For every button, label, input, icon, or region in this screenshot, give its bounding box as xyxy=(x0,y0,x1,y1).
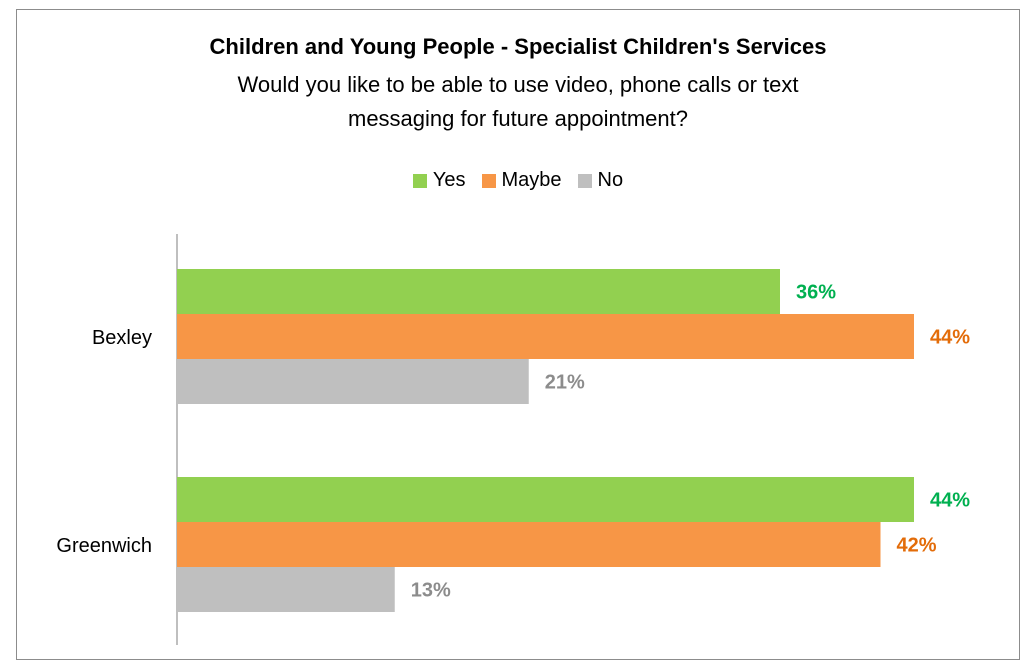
chart-title: Children and Young People - Specialist C… xyxy=(209,34,827,59)
chart-subtitle-line2: messaging for future appointment? xyxy=(348,106,688,131)
category-label-bexley: Bexley xyxy=(92,327,152,349)
bar-bexley-yes xyxy=(177,269,780,314)
legend-label-no: No xyxy=(597,169,624,191)
bar-greenwich-maybe xyxy=(177,522,881,567)
data-label-greenwich-no: 13% xyxy=(411,580,451,602)
bar-bexley-maybe xyxy=(177,314,914,359)
chart-legend: Yes Maybe No xyxy=(0,169,1036,192)
legend-item-maybe: Maybe xyxy=(481,169,562,192)
legend-label-yes: Yes xyxy=(432,169,466,191)
bar-greenwich-no xyxy=(177,567,395,612)
data-label-bexley-yes: 36% xyxy=(796,282,836,304)
data-label-greenwich-yes: 44% xyxy=(930,490,970,512)
legend-item-yes: Yes xyxy=(412,169,466,192)
legend-item-no: No xyxy=(577,169,624,192)
chart-subtitle-line1: Would you like to be able to use video, … xyxy=(237,72,799,97)
legend-swatch-no xyxy=(577,173,592,188)
bar-greenwich-yes xyxy=(177,477,914,522)
data-label-greenwich-maybe: 42% xyxy=(897,535,937,557)
bar-bexley-no xyxy=(177,359,529,404)
legend-label-maybe: Maybe xyxy=(501,169,562,191)
data-label-bexley-maybe: 44% xyxy=(930,327,970,349)
data-label-bexley-no: 21% xyxy=(545,372,585,394)
legend-swatch-yes xyxy=(412,173,427,188)
category-label-greenwich: Greenwich xyxy=(56,535,152,557)
chart-subtitle: Would you like to be able to use video, … xyxy=(0,68,1036,136)
legend-swatch-maybe xyxy=(481,173,496,188)
